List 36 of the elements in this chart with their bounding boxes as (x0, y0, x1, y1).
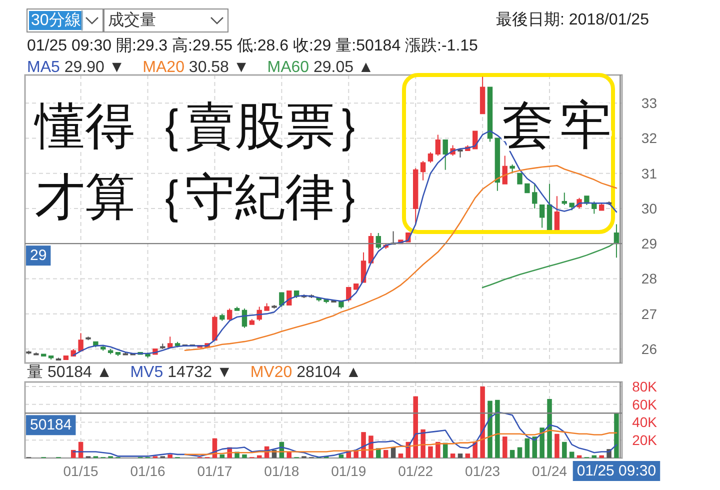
x-tick-label: 01/23 (465, 463, 500, 479)
text: MA20 30.58 ▼ (142, 58, 250, 76)
x-tick-label: 01/15 (63, 463, 99, 479)
text: MV20 28104 ▲ (250, 364, 362, 380)
y-tick-label: 28 (641, 270, 658, 287)
x-tick-label: 01/17 (197, 463, 232, 479)
x-tick-label: 01/22 (398, 463, 434, 479)
text: 成交量 (108, 11, 156, 29)
x-tick-label: 01/24 (532, 463, 568, 479)
y-tick-label: 40K (632, 414, 658, 430)
y-tick-label: 32 (641, 130, 658, 146)
text: 量 50184 ▲ (27, 364, 112, 380)
y-tick-label: 27 (641, 306, 658, 322)
annotation: 懂得｛賣股票｝ (33, 98, 385, 154)
y-tick-label: 29 (641, 236, 658, 252)
y-tick-label: 30 (641, 200, 658, 216)
text: MA5 29.90 ▼ (27, 58, 125, 76)
y-tick-label: 31 (641, 165, 658, 182)
text: 30分線 (31, 12, 81, 29)
ref-line-label: 29 (30, 247, 47, 264)
chart-subtitle: 01/25 09:30 開:29.3 高:29.55 低:28.6 收:29 量:50184 漲跌:-1.15 (27, 36, 478, 54)
x-tick-label: 01/19 (331, 463, 366, 479)
text: MA60 29.05 ▲ (267, 58, 374, 76)
y-tick-label: 60K (632, 396, 658, 412)
ref-line-label: 50184 (30, 416, 72, 434)
annotation: 套牢 (502, 98, 618, 155)
x-tick-label: 01/16 (130, 463, 166, 479)
y-tick-label: 33 (641, 95, 658, 112)
y-tick-label: 80K (632, 378, 658, 394)
x-tick-label: 01/18 (264, 463, 300, 479)
x-tick-label: 01/25 09:30 (576, 462, 656, 480)
annotation: 才算｛守紀律｝ (35, 169, 385, 225)
text: MV5 14732 ▼ (130, 364, 232, 380)
y-tick-label: 26 (641, 340, 658, 357)
y-tick-label: 20K (632, 432, 658, 448)
chart-title: 最後日期: 2018/01/25 (496, 10, 650, 28)
